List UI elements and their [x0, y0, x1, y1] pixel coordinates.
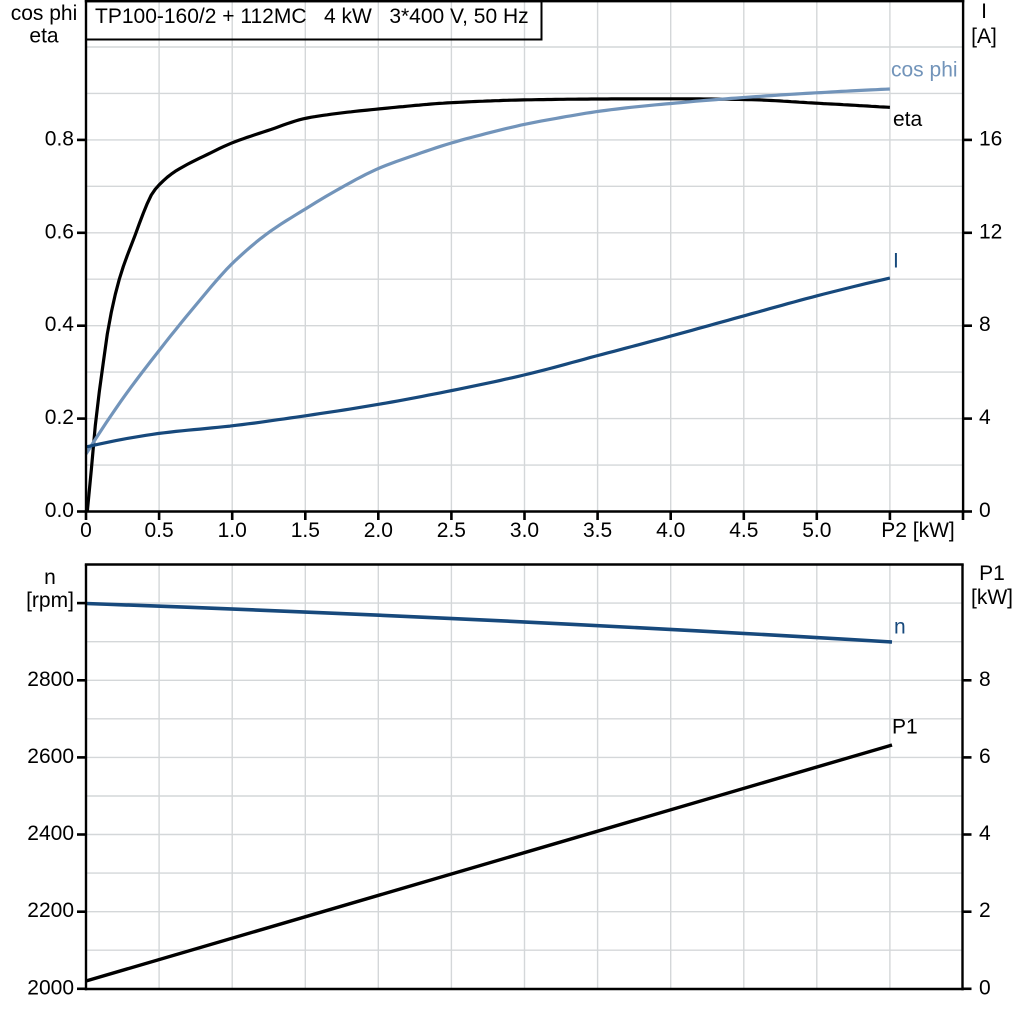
- svg-text:0: 0: [80, 519, 92, 542]
- svg-text:[kW]: [kW]: [971, 586, 1013, 609]
- svg-text:0.0: 0.0: [45, 499, 74, 522]
- svg-text:0.6: 0.6: [45, 220, 74, 243]
- svg-text:3.5: 3.5: [583, 519, 612, 542]
- svg-text:I: I: [981, 0, 987, 23]
- svg-text:[A]: [A]: [971, 25, 997, 48]
- svg-text:4: 4: [979, 406, 991, 429]
- svg-text:2600: 2600: [27, 745, 74, 768]
- svg-text:2800: 2800: [27, 668, 74, 691]
- svg-text:2.5: 2.5: [437, 519, 466, 542]
- svg-text:0: 0: [979, 499, 991, 522]
- svg-text:1.5: 1.5: [291, 519, 320, 542]
- svg-text:P1: P1: [979, 562, 1005, 585]
- svg-text:2: 2: [979, 899, 991, 922]
- svg-text:I: I: [893, 250, 899, 273]
- svg-text:4: 4: [979, 822, 991, 845]
- svg-text:8: 8: [979, 313, 991, 336]
- svg-text:16: 16: [979, 127, 1002, 150]
- svg-text:8: 8: [979, 668, 991, 691]
- svg-text:4.0: 4.0: [656, 519, 685, 542]
- svg-text:0.5: 0.5: [144, 519, 173, 542]
- svg-text:6: 6: [979, 745, 991, 768]
- svg-text:0.8: 0.8: [45, 127, 74, 150]
- svg-text:2200: 2200: [27, 899, 74, 922]
- svg-text:cos phi: cos phi: [11, 2, 78, 25]
- svg-text:cos phi: cos phi: [891, 59, 958, 82]
- svg-text:2.0: 2.0: [364, 519, 393, 542]
- svg-text:0.4: 0.4: [45, 313, 75, 336]
- svg-text:2000: 2000: [27, 976, 74, 999]
- svg-text:TP100-160/2 + 112MC 4 kW 3: TP100-160/2 + 112MC 4 kW 3*400 V, 50 Hz: [95, 5, 529, 28]
- svg-text:1.0: 1.0: [218, 519, 247, 542]
- svg-text:0.2: 0.2: [45, 406, 74, 429]
- svg-text:5.0: 5.0: [802, 519, 831, 542]
- svg-text:eta: eta: [29, 25, 59, 48]
- svg-text:n: n: [894, 616, 906, 639]
- svg-text:P2 [kW]: P2 [kW]: [881, 519, 955, 542]
- svg-text:n: n: [44, 566, 56, 589]
- svg-text:12: 12: [979, 220, 1002, 243]
- svg-text:4.5: 4.5: [729, 519, 758, 542]
- svg-text:3.0: 3.0: [510, 519, 539, 542]
- svg-text:2400: 2400: [27, 822, 74, 845]
- svg-text:P1: P1: [892, 716, 918, 739]
- svg-text:[rpm]: [rpm]: [26, 589, 74, 612]
- svg-text:0: 0: [979, 976, 991, 999]
- svg-text:eta: eta: [893, 108, 923, 131]
